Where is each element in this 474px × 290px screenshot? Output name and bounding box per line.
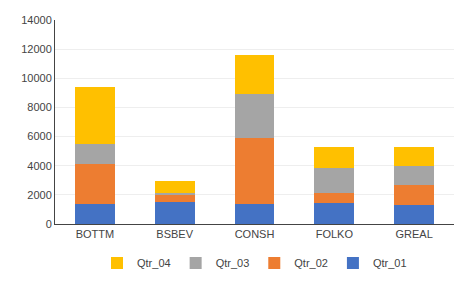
svg-text:Qtr_04: Qtr_04: [137, 257, 171, 269]
svg-text:2000: 2000: [27, 189, 51, 201]
svg-text:Qtr_03: Qtr_03: [216, 257, 250, 269]
svg-text:Qtr_01: Qtr_01: [373, 257, 407, 269]
svg-text:Qtr_02: Qtr_02: [294, 257, 328, 269]
svg-text:14000: 14000: [21, 14, 52, 26]
svg-text:10000: 10000: [21, 72, 52, 84]
svg-text:BOTTM: BOTTM: [76, 228, 115, 240]
svg-text:4000: 4000: [27, 160, 51, 172]
svg-text:FOLKO: FOLKO: [316, 228, 354, 240]
svg-text:6000: 6000: [27, 130, 51, 142]
svg-text:8000: 8000: [27, 101, 51, 113]
svg-text:BSBEV: BSBEV: [156, 228, 193, 240]
svg-text:0: 0: [46, 218, 52, 230]
svg-text:12000: 12000: [21, 43, 52, 55]
svg-text:CONSH: CONSH: [235, 228, 275, 240]
svg-text:GREAL: GREAL: [395, 228, 432, 240]
